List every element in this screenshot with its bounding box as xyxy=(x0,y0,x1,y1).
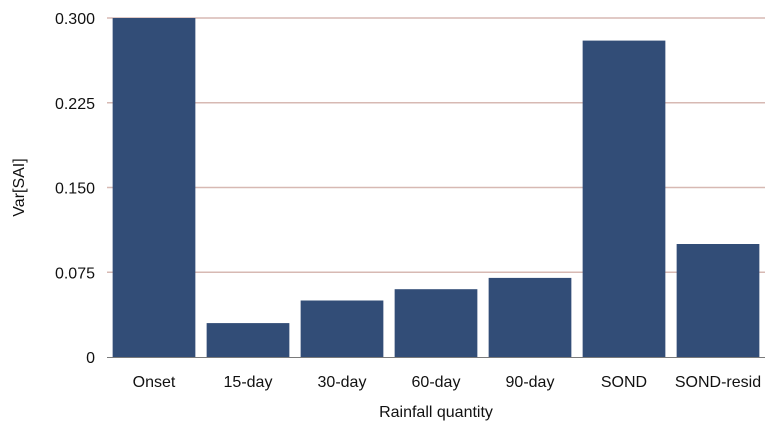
x-tick-label: SOND xyxy=(601,374,647,391)
y-tick-labels: 0 0.075 0.150 0.225 0.300 xyxy=(55,11,95,367)
bar xyxy=(676,244,760,357)
y-tick-label: 0 xyxy=(86,350,95,367)
y-tick-label: 0.300 xyxy=(55,11,95,28)
y-tick-label: 0.075 xyxy=(55,265,95,282)
x-tick-label: 30-day xyxy=(318,374,367,391)
y-tick-label: 0.225 xyxy=(55,96,95,113)
x-tick-label: 15-day xyxy=(224,374,273,391)
bar xyxy=(300,300,384,357)
x-tick-label: 60-day xyxy=(412,374,461,391)
bar xyxy=(488,277,572,357)
x-tick-label: 90-day xyxy=(506,374,555,391)
gridlines xyxy=(107,17,765,273)
bar xyxy=(112,18,196,357)
bar xyxy=(394,289,478,357)
y-tick-label: 0.150 xyxy=(55,181,95,198)
x-tick-label: SOND-resid xyxy=(675,374,761,391)
y-axis-title: Var[SAI] xyxy=(11,158,28,216)
x-axis-title: Rainfall quantity xyxy=(379,404,493,421)
x-tick-label: Onset xyxy=(133,374,176,391)
bar xyxy=(582,40,666,357)
bars xyxy=(112,18,760,357)
bar xyxy=(206,323,290,357)
x-tick-labels: Onset 15-day 30-day 60-day 90-day SOND SOND-re… xyxy=(133,374,761,391)
